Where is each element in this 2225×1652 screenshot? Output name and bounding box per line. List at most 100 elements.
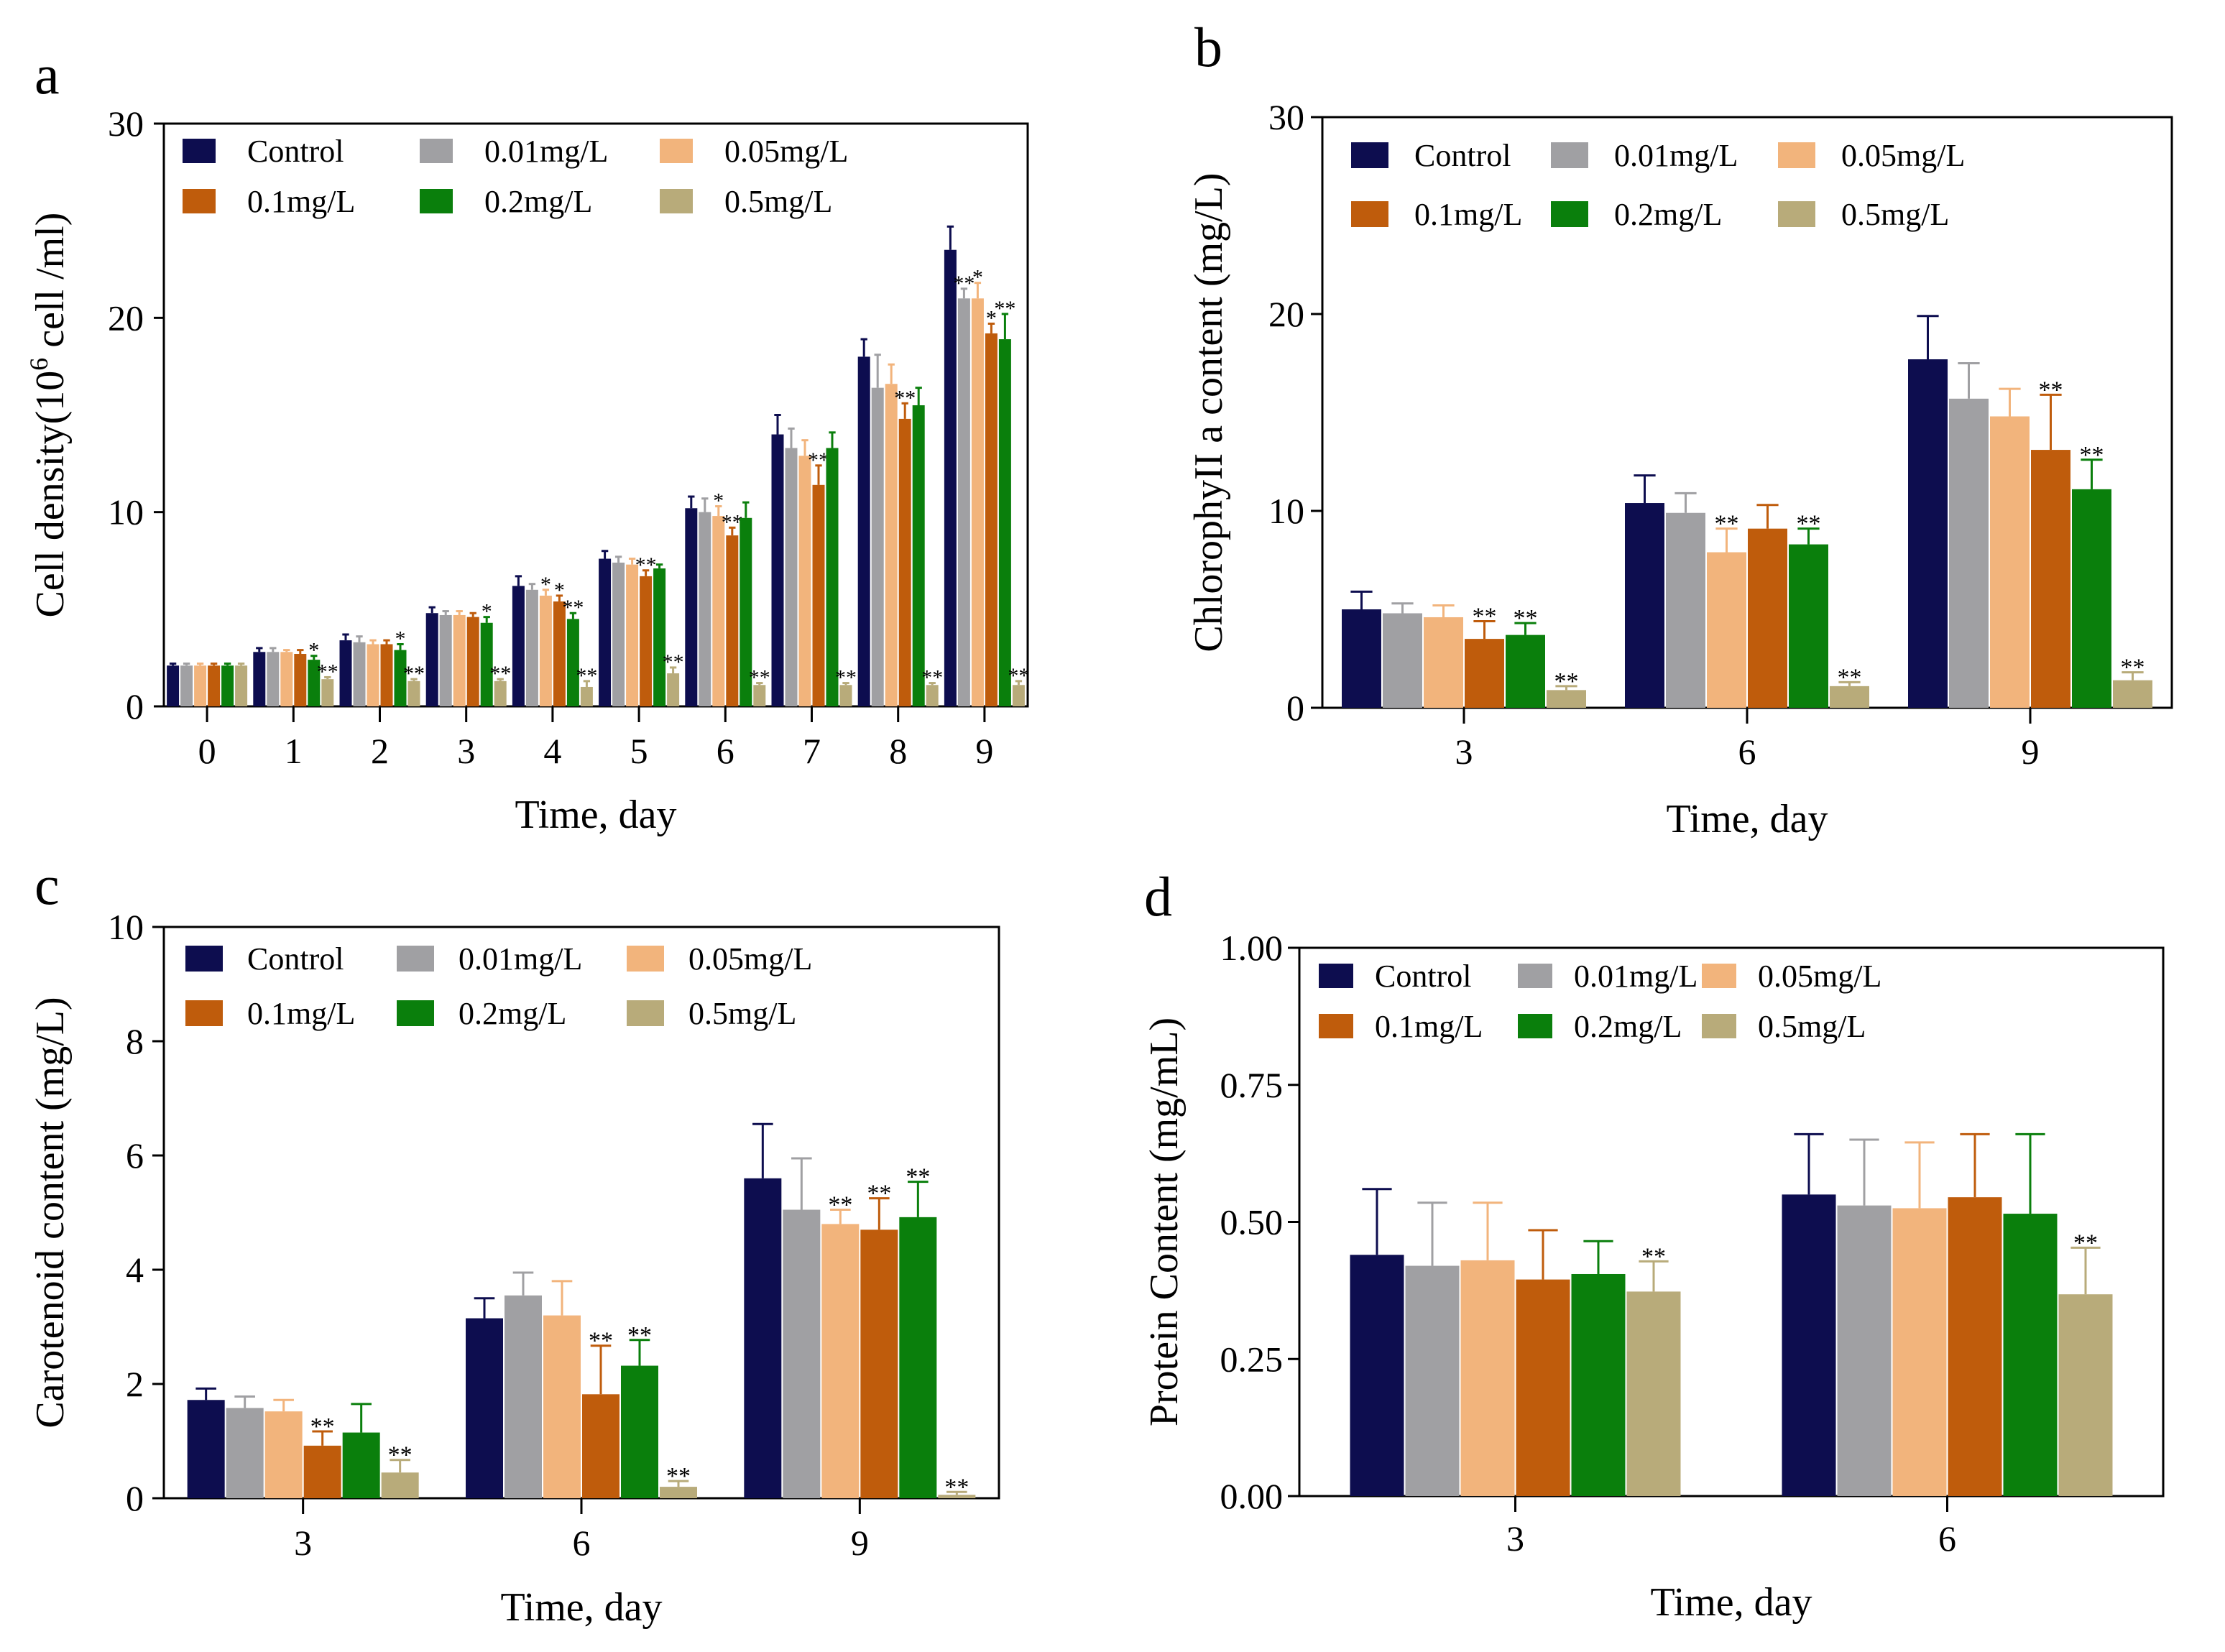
y-axis-label-superscript: 6 — [24, 358, 53, 371]
bar — [1707, 552, 1746, 708]
significance-label: * — [540, 573, 551, 596]
bar — [898, 418, 911, 706]
y-axis-label: ChlorophyII a content (mg/L) — [1187, 172, 1231, 652]
bar — [380, 644, 393, 706]
panel-c-chart: 0 2 4 6 8 10 3 ** ** 6 ** ** ** 9 ** ** ** ** Time, day Car… — [28, 907, 1000, 1630]
significance-label: * — [986, 306, 997, 330]
legend-label: 0.01mg/L — [484, 134, 608, 169]
bar — [944, 249, 957, 706]
significance-label: ** — [1514, 605, 1538, 632]
x-tick-label: 9 — [851, 1523, 869, 1563]
panel-c: c 0 2 4 6 8 10 3 ** ** 6 ** ** ** 9 ** ** ** ** Time, day C… — [28, 854, 1000, 1630]
bar — [221, 665, 234, 706]
x-tick-label: 7 — [803, 731, 821, 771]
y-tick-label: 6 — [126, 1135, 144, 1176]
bar — [543, 1315, 581, 1498]
y-tick-label: 20 — [108, 297, 144, 338]
x-tick-label: 6 — [1738, 732, 1756, 772]
significance-label: ** — [1554, 668, 1579, 695]
legend-label: 0.01mg/L — [1614, 138, 1738, 173]
legend-label: 0.01mg/L — [1574, 959, 1697, 994]
x-tick-label: 3 — [1506, 1518, 1524, 1559]
bar — [1516, 1279, 1570, 1496]
y-tick-label: 10 — [108, 907, 144, 947]
bar — [235, 665, 248, 706]
legend-label: 0.2mg/L — [1574, 1009, 1682, 1044]
bar — [2031, 450, 2070, 708]
bar — [453, 614, 466, 706]
significance-label: * — [395, 627, 406, 650]
legend-label: 0.1mg/L — [1375, 1009, 1483, 1044]
x-axis-label: Time, day — [1650, 1580, 1812, 1625]
bar — [582, 1394, 619, 1498]
legend-swatch — [420, 139, 453, 163]
significance-label: * — [713, 489, 724, 513]
y-axis-label-part: Cell density(10 — [28, 371, 73, 618]
bar — [899, 1217, 937, 1498]
bar — [826, 448, 839, 706]
significance-label: ** — [867, 1181, 891, 1207]
y-tick-label: 0.00 — [1220, 1476, 1284, 1516]
significance-label: * — [308, 639, 319, 663]
bar — [1892, 1208, 1947, 1496]
bar — [599, 558, 612, 706]
bar — [771, 434, 784, 706]
bar — [798, 456, 811, 706]
significance-label: ** — [2039, 377, 2063, 403]
bar — [466, 1318, 503, 1498]
bar — [860, 1229, 898, 1498]
y-tick-label: 0 — [126, 686, 144, 726]
legend-swatch — [397, 1000, 434, 1026]
bar — [667, 673, 680, 706]
x-tick-label: 6 — [573, 1523, 591, 1563]
y-tick-label: 30 — [1268, 97, 1304, 137]
legend-label: 0.5mg/L — [1841, 197, 1949, 232]
bar — [1837, 1205, 1892, 1496]
bar — [1012, 685, 1025, 706]
bar — [264, 1411, 303, 1498]
x-tick-label: 5 — [630, 731, 648, 771]
legend-swatch — [397, 946, 434, 972]
bar — [539, 595, 552, 706]
significance-label: ** — [666, 1463, 691, 1490]
bar — [660, 1487, 697, 1498]
significance-label: ** — [722, 510, 743, 534]
significance-label: ** — [663, 650, 684, 674]
significance-label: ** — [953, 272, 975, 295]
y-tick-label: 2 — [126, 1364, 144, 1404]
x-tick-label: 3 — [457, 731, 475, 771]
bar — [926, 685, 939, 706]
legend-label: Control — [1375, 959, 1471, 994]
significance-label: ** — [562, 596, 584, 619]
bar — [381, 1472, 419, 1498]
legend-label: 0.5mg/L — [688, 996, 796, 1031]
bar — [685, 508, 698, 706]
significance-label: * — [554, 578, 565, 602]
significance-label: * — [972, 266, 983, 290]
x-tick-label: 9 — [975, 731, 993, 771]
y-tick-label: 30 — [108, 103, 144, 144]
bar — [812, 484, 825, 706]
significance-label: ** — [749, 666, 770, 690]
bar — [367, 644, 379, 706]
bar — [857, 356, 870, 706]
y-axis-label: Carotenoid content (mg/L) — [28, 997, 73, 1428]
panel-b: b 0 10 20 30 3 ** ** ** 6 ** ** ** 9 ** ** ** Time, day C… — [1187, 16, 2173, 841]
bar — [566, 619, 579, 706]
bar — [821, 1224, 860, 1498]
legend-label: Control — [247, 941, 344, 977]
bar — [1465, 639, 1504, 708]
y-tick-label: 0.75 — [1220, 1065, 1284, 1105]
bar — [626, 564, 639, 706]
legend-swatch — [183, 189, 216, 213]
x-axis-label: Time, day — [500, 1585, 662, 1630]
bar — [740, 517, 752, 706]
bar — [1990, 416, 2030, 708]
significance-label: ** — [921, 666, 943, 690]
significance-label: ** — [994, 297, 1015, 320]
significance-label: ** — [944, 1474, 969, 1500]
bar — [640, 576, 653, 706]
x-tick-label: 6 — [717, 731, 734, 771]
significance-label: ** — [2121, 655, 2145, 681]
